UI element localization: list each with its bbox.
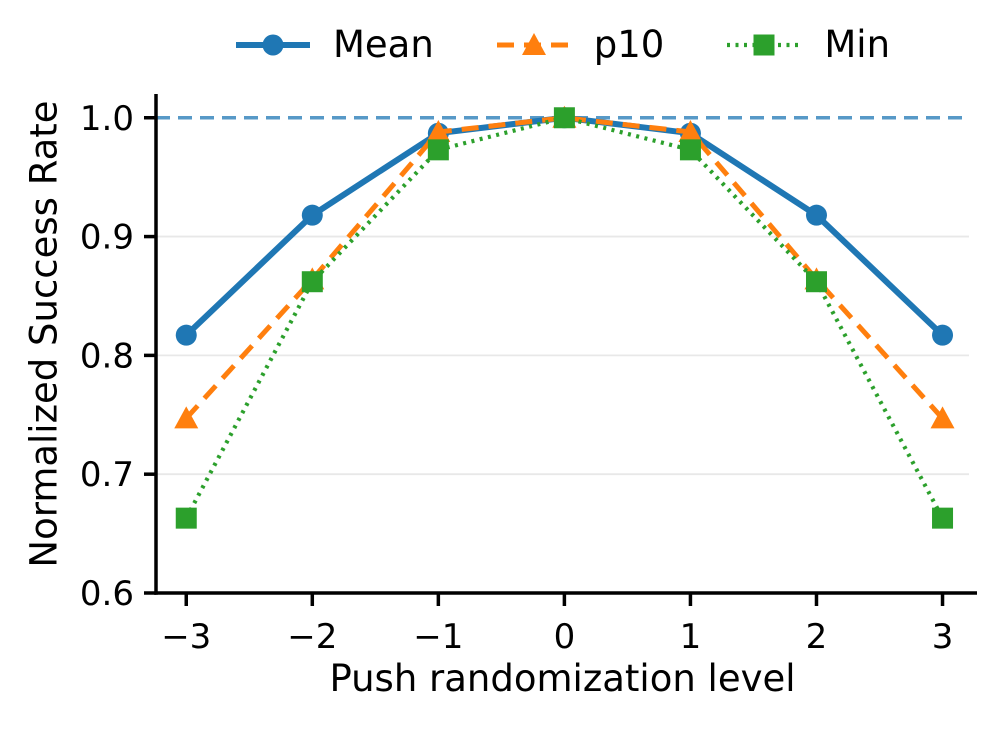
x-tick-label: 1 xyxy=(680,617,702,657)
x-axis-title: Push randomization level xyxy=(329,657,796,700)
x-tick-label: 3 xyxy=(932,617,954,657)
series-min xyxy=(175,107,954,529)
mean-legend-swatch xyxy=(235,34,310,55)
marker-triangle xyxy=(678,120,703,143)
x-tick-label: −2 xyxy=(287,617,337,657)
legend-label-p10: p10 xyxy=(593,23,665,66)
marker-square xyxy=(301,271,323,293)
legend-item-min: Min xyxy=(726,26,890,63)
marker-triangle xyxy=(521,32,546,55)
marker-triangle xyxy=(174,406,199,429)
legend-item-p10: p10 xyxy=(496,23,665,66)
marker-square xyxy=(427,139,449,161)
mean-line xyxy=(184,114,945,338)
marker-circle xyxy=(175,324,197,346)
y-tick-label: 0.6 xyxy=(80,574,134,614)
axes: 0.6 0.7 0.8 0.9 1.0 −3 −2 −1 0 1 2 3 xyxy=(80,94,977,657)
marker-circle xyxy=(932,324,954,346)
p10-legend-swatch xyxy=(496,32,571,55)
min-legend-swatch xyxy=(727,34,802,55)
marker-square xyxy=(553,107,575,129)
y-tick-label: 0.9 xyxy=(80,218,134,258)
x-tick-label: −1 xyxy=(413,617,463,657)
marker-circle xyxy=(805,204,827,226)
marker-triangle xyxy=(426,120,451,143)
marker-square xyxy=(753,34,775,55)
x-tick-label: −3 xyxy=(161,617,211,657)
p10-line xyxy=(184,115,945,421)
legend-label-min: Min xyxy=(824,23,891,66)
marker-square xyxy=(175,507,197,529)
y-tick-label: 0.8 xyxy=(80,336,134,376)
x-tick-label: 2 xyxy=(806,617,828,657)
marker-circle xyxy=(301,204,323,226)
legend-item-mean: Mean xyxy=(235,26,434,63)
marker-circle xyxy=(262,34,284,55)
series-p10 xyxy=(174,105,955,429)
marker-square xyxy=(932,507,954,529)
marker-square xyxy=(805,271,827,293)
y-axis-title: Normalized Success Rate xyxy=(22,100,66,568)
y-tick-label: 1.0 xyxy=(80,99,134,139)
marker-square xyxy=(679,139,701,161)
legend-label-mean: Mean xyxy=(332,23,434,66)
x-tick-label: 0 xyxy=(554,617,576,657)
series-mean xyxy=(175,107,954,346)
min-line xyxy=(184,115,945,520)
legend: Mean p10 Min xyxy=(156,26,969,63)
marker-triangle xyxy=(930,406,955,429)
y-tick-label: 0.7 xyxy=(80,455,134,495)
gridlines xyxy=(156,235,969,476)
